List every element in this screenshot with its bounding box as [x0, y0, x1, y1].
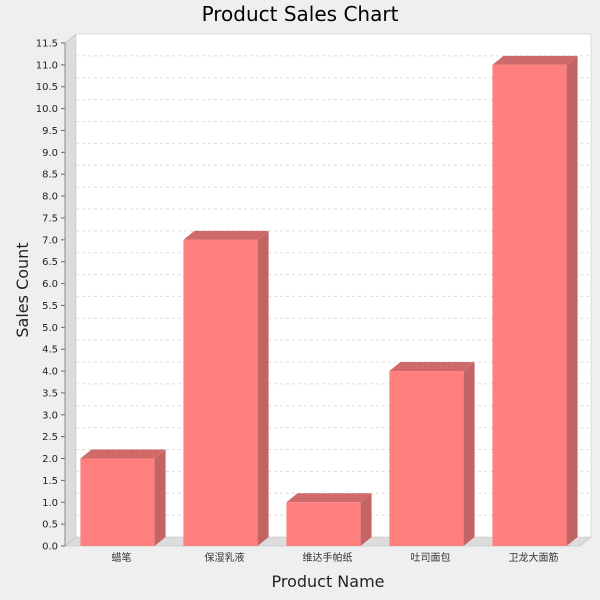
- y-tick-label: 5.5: [42, 301, 58, 312]
- y-tick-label: 1.5: [42, 476, 58, 487]
- y-tick-label: 4.0: [42, 367, 58, 378]
- y-axis-title: Sales Count: [13, 242, 32, 337]
- bar-front: [183, 239, 258, 546]
- bar: [492, 55, 578, 546]
- y-tick-label: 9.5: [42, 126, 58, 137]
- bar-side: [257, 230, 269, 546]
- x-category-label: 蜡笔: [112, 551, 132, 564]
- bar: [183, 230, 269, 546]
- bar-top: [389, 362, 475, 372]
- y-tick-label: 3.0: [42, 410, 58, 421]
- x-category-label: 保湿乳液: [205, 551, 245, 564]
- bar-top: [492, 55, 578, 65]
- x-axis-categories: 蜡笔 保湿乳液 维达手帕纸 吐司面包 卫龙大面筋: [112, 551, 559, 564]
- x-category-label: 吐司面包: [411, 551, 451, 564]
- bar: [80, 449, 166, 546]
- bar-side: [566, 55, 578, 546]
- bar-front: [389, 371, 464, 546]
- y-tick-label: 2.0: [42, 454, 58, 465]
- x-category-label: 维达手帕纸: [303, 551, 353, 564]
- y-tick-label: 10.5: [36, 82, 58, 93]
- bars: [80, 55, 578, 546]
- bar-top: [80, 449, 166, 459]
- y-tick-label: 3.5: [42, 388, 58, 399]
- y-tick-label: 7.5: [42, 213, 58, 224]
- x-category-label: 卫龙大面筋: [509, 551, 559, 564]
- chart-title: Product Sales Chart: [202, 2, 399, 26]
- y-tick-label: 1.0: [42, 498, 58, 509]
- y-tick-label: 6.5: [42, 257, 58, 268]
- bar-front: [492, 64, 567, 546]
- y-tick-label: 10.0: [36, 104, 58, 115]
- bar-top: [286, 493, 372, 503]
- y-tick-label: 6.0: [42, 279, 58, 290]
- y-tick-label: 8.0: [42, 192, 58, 203]
- y-tick-label: 11.0: [36, 60, 58, 71]
- y-tick-label: 11.5: [36, 39, 58, 50]
- y-tick-label: 5.0: [42, 323, 58, 334]
- bar-side: [463, 362, 475, 546]
- y-tick-label: 0.0: [42, 542, 58, 553]
- y-tick-label: 9.0: [42, 148, 58, 159]
- bar-side: [360, 493, 372, 546]
- y-tick-label: 2.5: [42, 432, 58, 443]
- plot-left-wall: [64, 33, 77, 547]
- bar-top: [183, 230, 269, 240]
- y-tick-label: 4.5: [42, 345, 58, 356]
- y-axis-ticks: 0.0 0.5 1.0 1.5 2.0 2.5 3.0 3.5 4.0 4.5 5.0 5.5 6.0 6…: [36, 39, 66, 553]
- bar: [389, 362, 475, 546]
- y-tick-label: 7.0: [42, 235, 58, 246]
- x-axis-title: Product Name: [271, 572, 384, 591]
- bar: [286, 493, 372, 546]
- bar-side: [154, 449, 166, 546]
- bar-front: [80, 458, 155, 546]
- y-tick-label: 8.5: [42, 170, 58, 181]
- y-tick-label: 0.5: [42, 520, 58, 531]
- bar-front: [286, 502, 361, 546]
